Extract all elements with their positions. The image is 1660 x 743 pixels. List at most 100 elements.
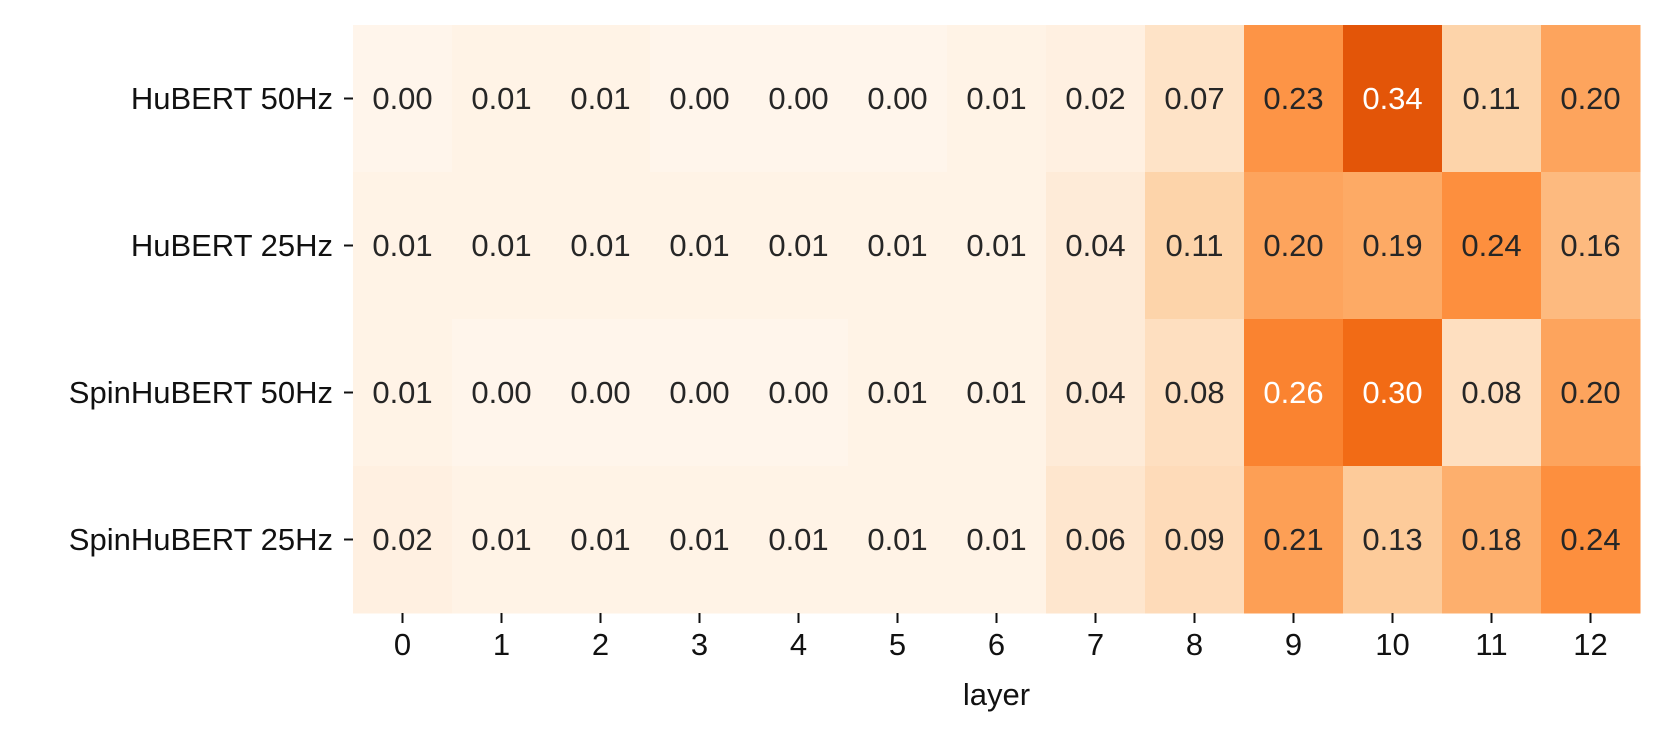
heatmap-cell: [353, 466, 453, 614]
cell-value-label: 0.04: [1065, 375, 1125, 410]
x-tick-label: 6: [988, 627, 1005, 662]
cell-value-label: 0.01: [471, 228, 531, 263]
x-tick-label: 3: [691, 627, 708, 662]
cell-value-label: 0.00: [669, 81, 729, 116]
heatmap-cell: [650, 319, 750, 467]
heatmap-cell: [1244, 319, 1344, 467]
cell-value-label: 0.34: [1362, 81, 1422, 116]
cell-value-label: 0.01: [966, 228, 1026, 263]
heatmap-cell: [848, 25, 948, 173]
heatmap-cell: [551, 172, 651, 320]
heatmap-cell: [848, 172, 948, 320]
x-tick-label: 10: [1375, 627, 1409, 662]
cell-value-label: 0.08: [1461, 375, 1521, 410]
heatmap-cell: [650, 172, 750, 320]
cell-value-label: 0.00: [867, 81, 927, 116]
y-tick-label: SpinHuBERT 50Hz: [69, 375, 333, 410]
heatmap-cell: [947, 25, 1047, 173]
cell-value-label: 0.24: [1461, 228, 1521, 263]
x-tick-label: 9: [1285, 627, 1302, 662]
cell-value-label: 0.23: [1263, 81, 1323, 116]
y-tick-label: HuBERT 25Hz: [131, 228, 333, 263]
cell-value-label: 0.06: [1065, 522, 1125, 557]
heatmap-cell: [650, 466, 750, 614]
heatmap-cell: [452, 25, 552, 173]
cell-value-label: 0.19: [1362, 228, 1422, 263]
heatmap-cell: [749, 466, 849, 614]
heatmap-cell: [1145, 172, 1245, 320]
cell-value-label: 0.01: [867, 522, 927, 557]
heatmap-cell: [1442, 466, 1542, 614]
cell-value-label: 0.08: [1164, 375, 1224, 410]
heatmap-cell: [551, 466, 651, 614]
cell-value-label: 0.00: [570, 375, 630, 410]
heatmap-cell: [1442, 319, 1542, 467]
cell-value-label: 0.01: [966, 81, 1026, 116]
heatmap-cell: [1145, 466, 1245, 614]
cell-value-label: 0.02: [1065, 81, 1125, 116]
cell-value-label: 0.09: [1164, 522, 1224, 557]
heatmap-cell: [353, 319, 453, 467]
cell-value-label: 0.01: [669, 522, 729, 557]
heatmap-cell: [1541, 319, 1641, 467]
cell-value-label: 0.20: [1560, 375, 1620, 410]
heatmap-cell: [1244, 466, 1344, 614]
x-tick-label: 8: [1186, 627, 1203, 662]
heatmap-cell: [650, 25, 750, 173]
x-tick-label: 12: [1573, 627, 1607, 662]
heatmap-cell: [1046, 172, 1146, 320]
cell-value-label: 0.01: [867, 375, 927, 410]
heatmap-cell-labels: 0.00 0.01 0.01 0.00 0.00 0.00 0.01 0.02 0.07 0.23…: [372, 81, 1620, 557]
heatmap-cell: [452, 172, 552, 320]
x-tick-label: 0: [394, 627, 411, 662]
cell-value-label: 0.24: [1560, 522, 1620, 557]
x-axis: 0 1 2 3 4 5 6 7 8 9 10 11 12: [394, 613, 1608, 662]
cell-value-label: 0.04: [1065, 228, 1125, 263]
heatmap-cell: [452, 319, 552, 467]
y-tick-label: SpinHuBERT 25Hz: [69, 522, 333, 557]
cell-value-label: 0.01: [372, 375, 432, 410]
heatmap-cell: [749, 319, 849, 467]
x-tick-label: 11: [1475, 627, 1507, 662]
cell-value-label: 0.30: [1362, 375, 1422, 410]
cell-value-label: 0.20: [1560, 81, 1620, 116]
cell-value-label: 0.01: [471, 81, 531, 116]
heatmap-cell: [1442, 172, 1542, 320]
heatmap-cell: [1343, 172, 1443, 320]
heatmap-cell: [1442, 25, 1542, 173]
cell-value-label: 0.01: [372, 228, 432, 263]
heatmap-cell: [353, 25, 453, 173]
heatmap-cell: [1343, 319, 1443, 467]
cell-value-label: 0.01: [471, 522, 531, 557]
y-axis: HuBERT 50Hz HuBERT 25Hz SpinHuBERT 50Hz Spi…: [69, 81, 353, 557]
heatmap-cell: [551, 319, 651, 467]
cell-value-label: 0.26: [1263, 375, 1323, 410]
heatmap-cell: [1541, 466, 1641, 614]
cell-value-label: 0.11: [1165, 228, 1223, 263]
cell-value-label: 0.00: [471, 375, 531, 410]
heatmap-cell: [848, 319, 948, 467]
cell-value-label: 0.01: [966, 522, 1026, 557]
heatmap-cell: [848, 466, 948, 614]
heatmap-cell: [353, 172, 453, 320]
x-tick-label: 5: [889, 627, 906, 662]
heatmap-cell: [947, 466, 1047, 614]
x-tick-label: 7: [1087, 627, 1104, 662]
heatmap-cell: [1541, 25, 1641, 173]
heatmap-cell: [1046, 25, 1146, 173]
heatmap-cell: [1145, 25, 1245, 173]
heatmap-cell: [1046, 466, 1146, 614]
cell-value-label: 0.11: [1462, 81, 1520, 116]
heatmap-cell: [1541, 172, 1641, 320]
x-tick-label: 1: [493, 627, 510, 662]
cell-value-label: 0.07: [1164, 81, 1224, 116]
heatmap-cell: [1244, 25, 1344, 173]
cell-value-label: 0.20: [1263, 228, 1323, 263]
cell-value-label: 0.18: [1461, 522, 1521, 557]
cell-value-label: 0.21: [1263, 522, 1323, 557]
cell-value-label: 0.00: [372, 81, 432, 116]
heatmap-cell: [947, 172, 1047, 320]
heatmap-cell: [551, 25, 651, 173]
cell-value-label: 0.01: [966, 375, 1026, 410]
